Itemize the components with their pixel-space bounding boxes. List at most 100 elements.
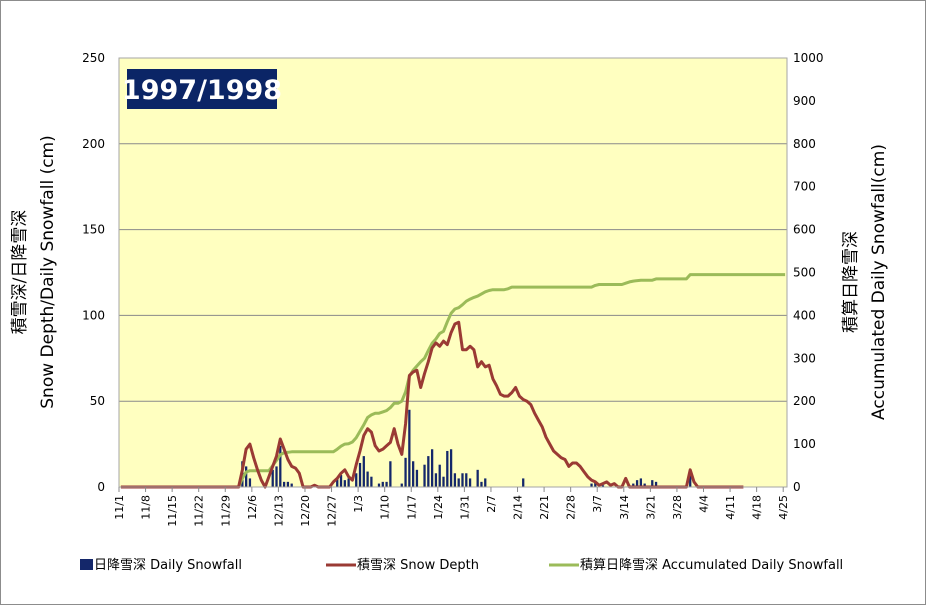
right-axis-title-line2: Accumulated Daily Snowfall(cm) [869, 144, 889, 420]
daily-snowfall-bar [484, 478, 487, 487]
chart-title: 1997/1998 [122, 75, 282, 106]
x-tick-label: 2/21 [538, 495, 551, 520]
daily-snowfall-bar [476, 469, 479, 487]
daily-snowfall-bar [446, 450, 449, 487]
daily-snowfall-bar [248, 478, 252, 487]
daily-snowfall-bar [245, 466, 248, 487]
daily-snowfall-bar [442, 476, 445, 487]
daily-snowfall-bar [654, 481, 658, 487]
plot-area [119, 58, 787, 487]
daily-snowfall-bar [480, 481, 483, 487]
left-tick-label: 100 [82, 308, 105, 322]
daily-snowfall-bar [639, 478, 643, 487]
daily-snowfall-bar [522, 478, 525, 487]
daily-snowfall-bar [651, 480, 654, 487]
x-tick-label: 12/27 [326, 495, 339, 527]
daily-snowfall-bar [339, 474, 343, 487]
right-tick-label: 300 [793, 351, 816, 365]
daily-snowfall-bar [449, 449, 453, 487]
x-tick-label: 3/28 [671, 495, 684, 520]
daily-snowfall-bar [427, 456, 430, 487]
x-axis-ticks: 11/1 11/8 11/15 11/22 11/29 12/6 12/13 12/20 12/… [113, 487, 790, 527]
right-tick-label: 600 [793, 223, 816, 237]
daily-snowfall-bar [290, 483, 293, 487]
title-badge [127, 69, 277, 109]
x-tick-label: 11/22 [193, 495, 206, 527]
daily-snowfall-bar [275, 466, 278, 487]
x-tick-label: 1/10 [379, 495, 392, 520]
left-axis-title-line1: 積雪深/日降雪深 [10, 210, 30, 335]
daily-snowfall-bar [343, 480, 346, 487]
left-tick-label: 150 [82, 223, 105, 237]
daily-snowfall-bar [423, 464, 426, 487]
daily-snowfall-bar [366, 471, 369, 487]
daily-snowfall-bar [279, 445, 282, 487]
daily-snowfall-bar [461, 473, 464, 487]
daily-snowfall-bar [385, 481, 388, 487]
x-tick-label: 2/28 [565, 495, 578, 520]
daily-snowfall-bar [465, 473, 468, 487]
daily-snowfall-bar [370, 476, 373, 487]
right-tick-label: 700 [793, 180, 816, 194]
left-tick-label: 0 [97, 480, 105, 494]
daily-snowfall-bars [241, 409, 692, 487]
daily-snowfall-bar [408, 409, 411, 487]
x-tick-label: 1/17 [405, 495, 418, 520]
daily-snowfall-bar [412, 461, 415, 487]
x-tick-label: 4/18 [751, 495, 764, 520]
daily-snowfall-bar [362, 456, 365, 487]
daily-snowfall-bar [400, 483, 403, 487]
accumulated-snowfall-line [120, 273, 786, 489]
daily-snowfall-bar [377, 483, 381, 487]
daily-snowfall-bar [590, 483, 593, 487]
daily-snowfall-bar [457, 478, 460, 487]
daily-snowfall-bar [635, 480, 639, 487]
daily-snowfall-bar [601, 485, 605, 487]
daily-snowfall-bar [632, 483, 635, 487]
daily-snowfall-bar [438, 464, 441, 487]
x-tick-label: 12/13 [272, 495, 285, 527]
x-tick-label: 12/20 [299, 495, 312, 527]
daily-snowfall-bar [434, 473, 438, 487]
x-tick-label: 1/3 [352, 495, 365, 513]
right-axis-ticks: 0 100 200 300 400 500 600 700 800 900 1000 [793, 51, 824, 494]
x-tick-label: 4/11 [724, 495, 737, 520]
x-tick-label: 1/24 [432, 495, 445, 520]
x-tick-label: 11/1 [113, 495, 126, 520]
x-tick-label: 2/14 [512, 495, 525, 520]
legend-label-daily-snowfall: 日降雪深 Daily Snowfall [94, 558, 242, 573]
daily-snowfall-bar [594, 481, 597, 487]
right-tick-label: 1000 [793, 51, 824, 65]
legend-label-accumulated: 積算日降雪深 Accumulated Daily Snowfall [580, 558, 843, 573]
right-tick-label: 900 [793, 94, 816, 108]
daily-snowfall-bar [358, 462, 362, 487]
right-tick-label: 0 [793, 480, 801, 494]
right-axis-title-line1: 積算日降雪深 [841, 231, 861, 333]
x-tick-label: 3/21 [644, 495, 657, 520]
x-tick-label: 11/8 [140, 495, 153, 520]
daily-snowfall-bar [347, 478, 350, 487]
x-tick-label: 12/6 [246, 495, 259, 520]
legend: 日降雪深 Daily Snowfall 積雪深 Snow Depth 積算日降雪… [80, 558, 843, 573]
right-tick-label: 500 [793, 266, 816, 280]
plot-border [118, 57, 788, 488]
right-tick-label: 800 [793, 137, 816, 151]
legend-swatch-daily-snowfall [80, 559, 93, 570]
right-tick-label: 100 [793, 437, 816, 451]
daily-snowfall-bar [381, 481, 384, 487]
x-tick-label: 1/31 [458, 495, 471, 520]
x-tick-label: 11/29 [219, 495, 232, 527]
left-tick-label: 200 [82, 137, 105, 151]
right-tick-label: 200 [793, 394, 816, 408]
daily-snowfall-bar [468, 478, 472, 487]
daily-snowfall-bar [415, 469, 419, 487]
left-axis-title-line2: Snow Depth/Daily Snowfall (cm) [38, 135, 58, 409]
legend-label-snow-depth: 積雪深 Snow Depth [357, 558, 479, 573]
daily-snowfall-bar [453, 473, 457, 487]
daily-snowfall-bar [282, 481, 286, 487]
left-tick-label: 50 [90, 394, 105, 408]
x-tick-label: 3/14 [618, 495, 631, 520]
daily-snowfall-bar [286, 481, 290, 487]
